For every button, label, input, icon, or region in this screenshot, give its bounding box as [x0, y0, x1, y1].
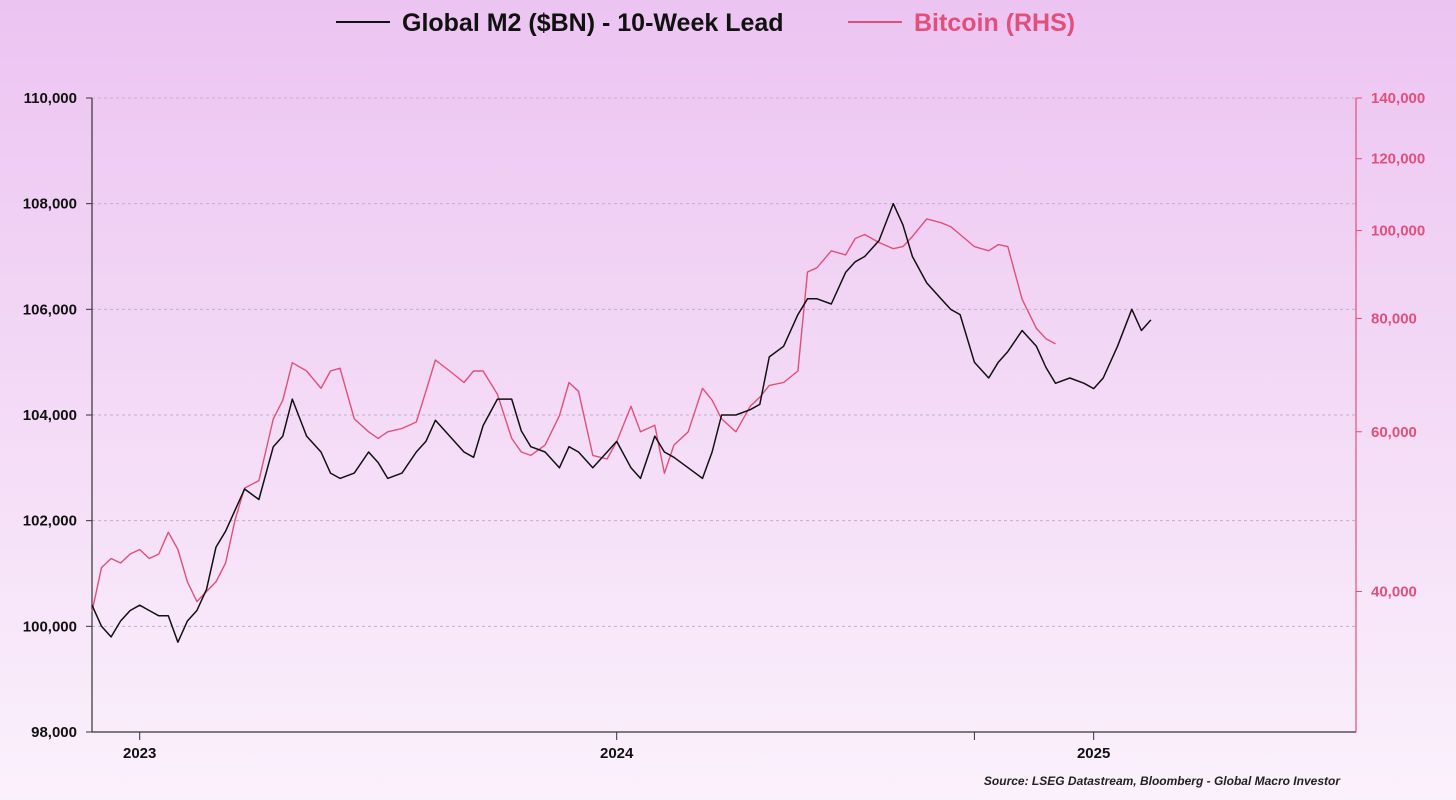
left-tick-label: 102,000: [23, 513, 77, 530]
legend-label-bitcoin: Bitcoin (RHS): [914, 9, 1075, 37]
x-axis-ticks: 2023 2024 2025: [123, 732, 1110, 762]
legend: Global M2 ($BN) - 10-Week Lead Bitcoin (…: [336, 9, 1075, 37]
series: [91, 202, 1152, 643]
right-tick-label: 120,000: [1371, 151, 1425, 168]
left-tick-label: 100,000: [23, 618, 77, 635]
right-tick-label: 40,000: [1371, 583, 1417, 600]
legend-label-m2: Global M2 ($BN) - 10-Week Lead: [402, 9, 784, 37]
left-tick-label: 104,000: [23, 407, 77, 424]
x-tick-label: 2023: [123, 745, 156, 762]
grid: [92, 97, 1356, 627]
x-tick-label: 2025: [1077, 745, 1110, 762]
left-tick-label: 110,000: [24, 90, 77, 107]
right-axis-ticks: 40,000 60,000 80,000 100,000 120,000 140,000: [1356, 90, 1425, 600]
global-m2-series-line: [91, 202, 1152, 643]
left-tick-label: 106,000: [23, 301, 77, 318]
left-tick-label: 108,000: [23, 196, 77, 213]
right-tick-label: 100,000: [1371, 223, 1425, 240]
source-note: Source: LSEG Datastream, Bloomberg - Glo…: [984, 774, 1341, 788]
right-tick-label: 80,000: [1371, 310, 1417, 327]
left-tick-label: 98,000: [31, 724, 77, 741]
right-tick-label: 60,000: [1371, 424, 1417, 441]
left-axis-ticks: 98,000 100,000 102,000 104,000 106,000 108,00…: [23, 90, 92, 741]
x-tick-label: 2024: [600, 745, 634, 762]
right-tick-label: 140,000: [1371, 90, 1425, 107]
bitcoin-series-line: [91, 218, 1056, 612]
